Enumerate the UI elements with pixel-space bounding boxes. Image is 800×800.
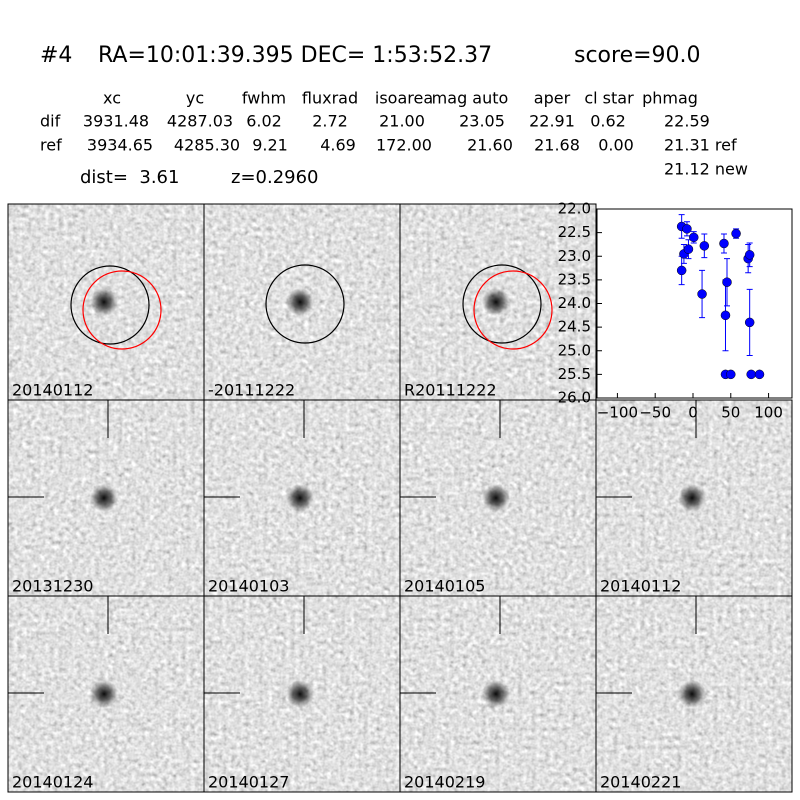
x-tick-label: −100 (597, 404, 638, 422)
source-blob (678, 680, 706, 708)
table-cell: 2.72 (312, 112, 348, 131)
y-tick-label: 25.0 (558, 341, 591, 359)
table-cell: 22.59 (664, 112, 710, 131)
source-blob (286, 484, 314, 512)
stamp-label: 20140112 (12, 381, 93, 400)
aperture-circle (462, 264, 542, 344)
source-blob (286, 680, 314, 708)
source-blob (286, 288, 314, 316)
data-point (754, 369, 765, 380)
y-tick-label: 24.0 (558, 294, 591, 312)
stamp-label: 20140127 (208, 773, 289, 792)
aperture-circle (265, 264, 345, 344)
table-cell: 172.00 (376, 136, 432, 155)
data-point (722, 277, 732, 287)
table-cell: 22.91 (529, 112, 575, 131)
stamp-grid: 20140112 -20111222 R20111222 20131230 201401… (7, 203, 793, 793)
source-blob (90, 484, 118, 512)
data-point (720, 310, 731, 321)
column-header: xc (103, 89, 121, 108)
source-blob (678, 484, 706, 512)
aperture-circle (82, 270, 162, 350)
column-header: yc (186, 89, 204, 108)
stamp-label: 20140221 (600, 773, 681, 792)
coordinates: RA=10:01:39.395 DEC= 1:53:52.37 (98, 43, 492, 68)
table-cell: 4285.30 (174, 136, 240, 155)
y-tick-label: 22.5 (558, 223, 591, 241)
table-cell: 3931.48 (83, 112, 149, 131)
phmag-new: 21.12 new (664, 160, 748, 179)
source-blob (90, 680, 118, 708)
stamp-label: 20140219 (404, 773, 485, 792)
dist: dist= 3.61 (80, 167, 179, 188)
stamp-label: 20140112 (600, 577, 681, 596)
table-cell: 0.00 (598, 136, 634, 155)
data-point (699, 241, 710, 251)
stamp-label: 20131230 (12, 577, 93, 596)
row-label: ref (40, 136, 62, 155)
data-point (744, 250, 755, 260)
y-tick-label: 24.5 (558, 318, 591, 336)
stamp-label: R20111222 (404, 381, 497, 400)
column-header: fwhm (242, 89, 286, 108)
column-header: aper (534, 89, 571, 108)
y-tick-label: 23.0 (558, 247, 591, 265)
source-blob (482, 680, 510, 708)
x-tick-label: 50 (721, 404, 740, 422)
table-cell: 6.02 (246, 112, 282, 131)
y-tick-label: 22.0 (558, 200, 591, 218)
column-header: cl star (584, 89, 634, 108)
data-point (683, 244, 694, 254)
stamp-label: -20111222 (208, 381, 295, 400)
aperture-circle (70, 265, 150, 345)
source-blob (482, 288, 510, 316)
data-point (697, 289, 707, 299)
table-cell: 3934.65 (87, 136, 153, 155)
stamp-label: 20140103 (208, 577, 289, 596)
table-cell: 21.00 (379, 112, 425, 131)
table-cell: 21.68 (534, 136, 580, 155)
column-header: isoarea (375, 89, 433, 108)
table-cell: 4287.03 (167, 112, 233, 131)
x-tick-label: 100 (754, 404, 783, 422)
x-tick-label: 0 (688, 404, 698, 422)
column-header: mag auto (432, 89, 509, 108)
data-point (719, 238, 729, 249)
light-curve: 22.0 22.5 23.0 23.5 24.0 24.5 25.0 25.5 26.0 −100… (558, 200, 793, 422)
data-point (731, 228, 741, 239)
data-point (676, 265, 687, 276)
table-cell: 9.21 (252, 136, 288, 155)
redshift: z=0.2960 (231, 167, 319, 188)
table-cell: 21.60 (467, 136, 513, 155)
y-tick-label: 25.5 (558, 365, 591, 383)
x-tick-label: −50 (639, 404, 671, 422)
aperture-circle (473, 270, 553, 350)
y-tick-label: 26.0 (558, 389, 591, 407)
y-tick-label: 23.5 (558, 270, 591, 288)
table-cell: 23.05 (459, 112, 505, 131)
data-point (744, 317, 755, 328)
source-blob (482, 484, 510, 512)
data-point (726, 369, 736, 380)
table-cell: 21.31 ref (664, 136, 737, 155)
data-point (688, 232, 699, 243)
column-header: fluxrad (302, 89, 358, 108)
row-label: dif (40, 112, 61, 131)
column-header: phmag (642, 89, 698, 108)
source-blob (90, 288, 118, 316)
score: score=90.0 (574, 43, 701, 68)
stamp-border (595, 595, 793, 793)
table-cell: 4.69 (320, 136, 356, 155)
stamp-label: 20140105 (404, 577, 485, 596)
table-cell: 0.62 (590, 112, 626, 131)
candidate-id: #4 (40, 43, 72, 68)
stamp-label: 20140124 (12, 773, 93, 792)
data-point (682, 224, 692, 234)
data-point (746, 369, 756, 380)
